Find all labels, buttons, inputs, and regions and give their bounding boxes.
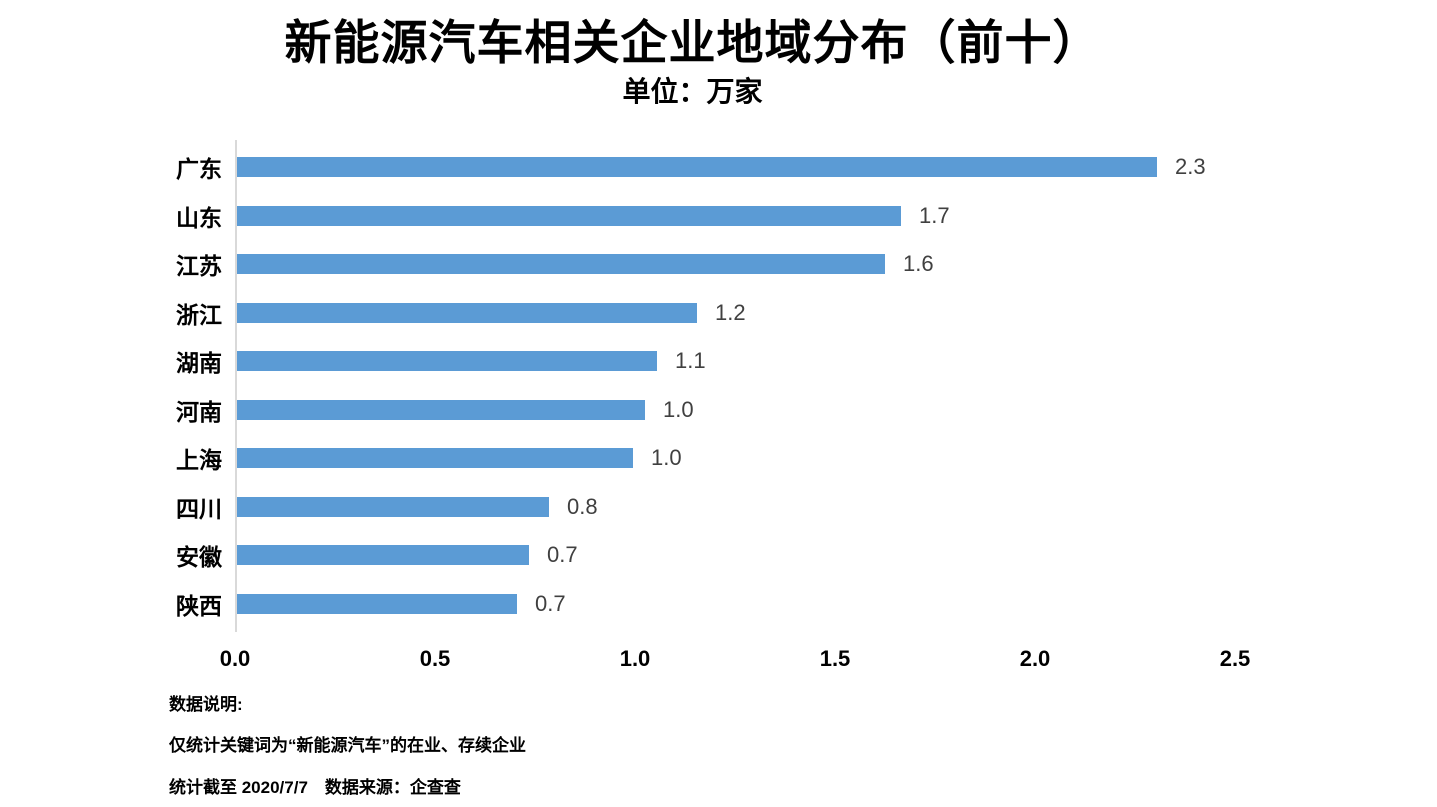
category-label: 浙江 (176, 301, 222, 328)
bar-row-shandong: 山东 1.7 (0, 202, 950, 231)
bar (237, 448, 633, 468)
value-label: 0.8 (567, 493, 598, 519)
value-label: 1.0 (651, 445, 682, 470)
bar-row-hunan: 湖南 1.1 (0, 348, 706, 376)
chart-title: 新能源汽车相关企业地域分布（前十） (284, 16, 1101, 69)
category-label: 山东 (176, 204, 222, 231)
bar (237, 205, 901, 226)
category-label: 安徽 (176, 544, 222, 570)
bar-row-anhui: 安徽 0.7 (0, 542, 578, 570)
x-axis-tick: 2.5 (1219, 646, 1251, 671)
x-axis-tick: 0.5 (419, 646, 451, 671)
bar (237, 302, 697, 323)
value-label: 1.2 (715, 299, 746, 325)
category-label: 湖南 (176, 350, 222, 376)
x-axis-tick: 0.0 (219, 646, 251, 671)
x-axis-tick: 2.0 (1019, 646, 1051, 671)
value-label: 1.1 (675, 348, 706, 373)
bar-row-guangdong: 广东 2.3 (0, 154, 1206, 182)
bar-row-shanghai: 上海 1.0 (0, 445, 682, 473)
y-axis-line (235, 140, 237, 632)
data-note-source: 统计截至 2020/7/7 数据来源：企查查 (169, 778, 461, 797)
bar-row-jiangsu: 江苏 1.6 (0, 251, 934, 279)
bar (237, 545, 529, 565)
bar (237, 593, 517, 614)
bar-row-sichuan: 四川 0.8 (0, 493, 598, 522)
value-label: 1.7 (919, 202, 950, 228)
data-note-scope: 仅统计关键词为“新能源汽车”的在业、存续企业 (169, 736, 526, 755)
bar-row-zhejiang: 浙江 1.2 (0, 299, 746, 328)
x-axis-tick: 1.0 (619, 646, 651, 671)
value-label: 0.7 (547, 542, 578, 567)
bar (237, 351, 657, 371)
chart-header: 新能源汽车相关企业地域分布（前十） 单位：万家 (0, 14, 1411, 108)
bar (237, 399, 645, 420)
value-label: 2.3 (1175, 154, 1206, 179)
data-note-heading: 数据说明: (169, 695, 243, 714)
bar (237, 496, 549, 517)
category-label: 广东 (176, 156, 222, 182)
category-label: 四川 (176, 495, 222, 522)
category-label: 江苏 (176, 253, 222, 279)
value-label: 1.0 (663, 396, 694, 422)
bar (237, 157, 1157, 177)
category-label: 河南 (176, 398, 222, 425)
value-label: 0.7 (535, 590, 566, 616)
bar-row-shaanxi: 陕西 0.7 (0, 590, 566, 619)
bar-row-henan: 河南 1.0 (0, 396, 694, 425)
category-label: 陕西 (176, 592, 222, 619)
x-axis-tick: 1.5 (819, 646, 851, 671)
category-label: 上海 (176, 447, 222, 473)
chart-subtitle: 单位：万家 (622, 75, 763, 107)
value-label: 1.6 (903, 251, 934, 276)
bar (237, 254, 885, 274)
